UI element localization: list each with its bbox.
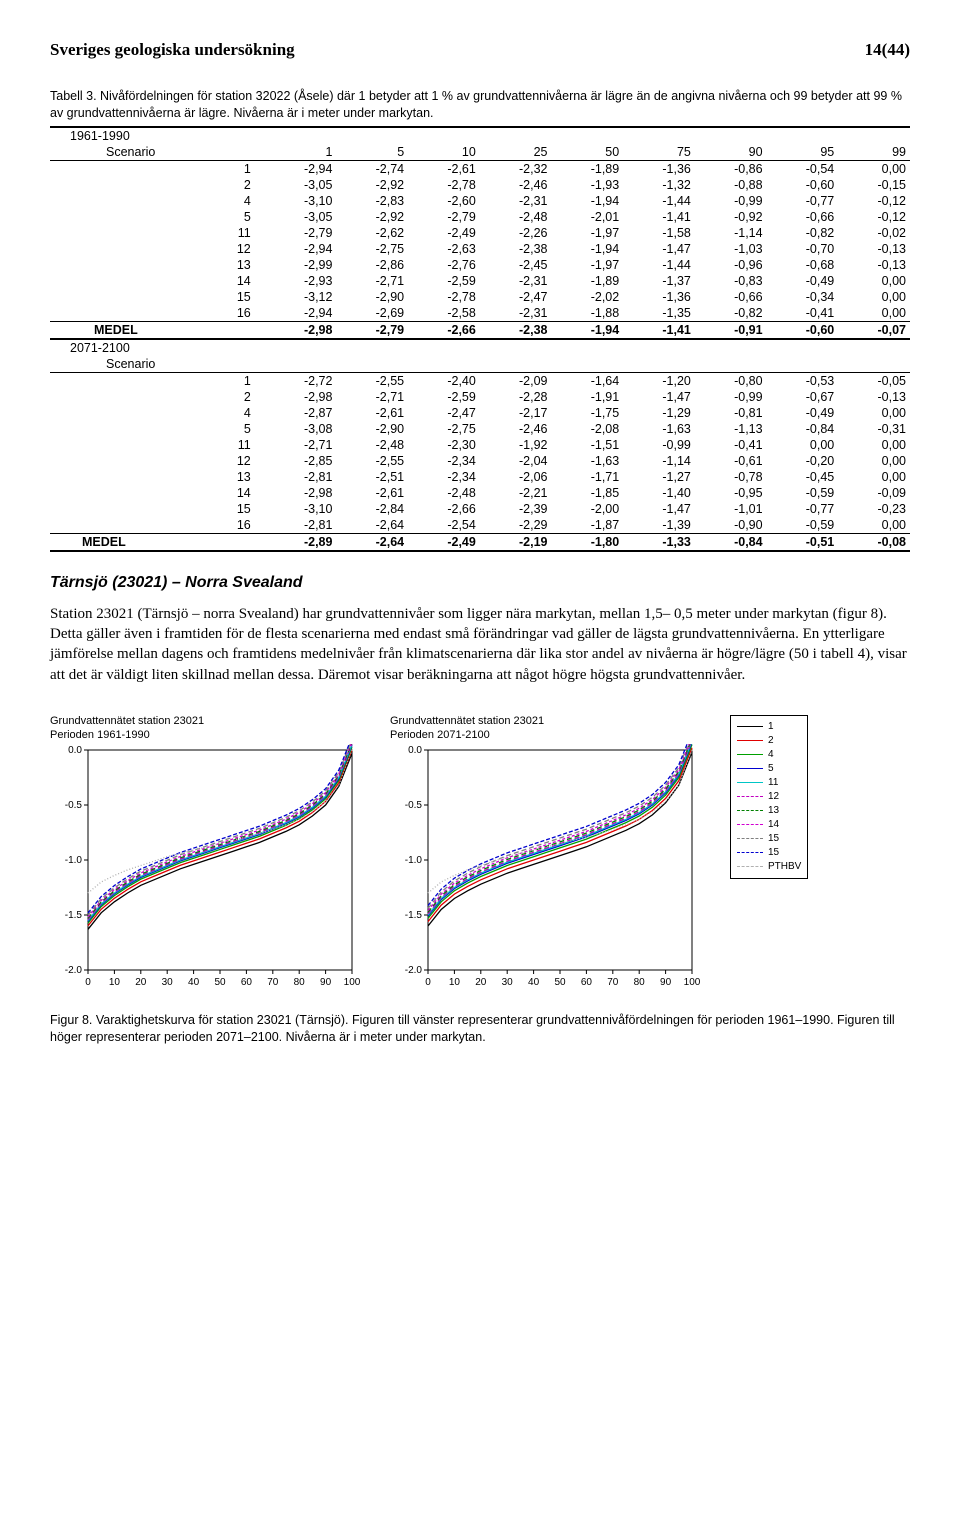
col-header: 90	[695, 144, 767, 161]
svg-text:60: 60	[581, 977, 593, 988]
svg-text:80: 80	[634, 977, 646, 988]
svg-text:40: 40	[188, 977, 200, 988]
table-row: 13-2,99-2,86-2,76-2,45-1,97-1,44-0,96-0,…	[50, 257, 910, 273]
medel-label-2: MEDEL	[50, 534, 265, 551]
svg-text:80: 80	[294, 977, 306, 988]
svg-text:-2.0: -2.0	[65, 965, 83, 976]
legend-item: 5	[737, 762, 801, 776]
chart-left: Grundvattennätet station 23021 Perioden …	[50, 715, 360, 995]
col-header: 99	[838, 144, 910, 161]
svg-text:-0.5: -0.5	[405, 800, 423, 811]
svg-text:30: 30	[162, 977, 174, 988]
svg-text:20: 20	[475, 977, 487, 988]
data-table: 1961-1990 Scenario 1510255075909599 1-2,…	[50, 126, 910, 552]
chart-left-title-1: Grundvattennätet station 23021	[50, 715, 204, 727]
svg-text:0: 0	[85, 977, 91, 988]
legend-item: 4	[737, 748, 801, 762]
chart-left-svg: 0.0 -0.5 -1.0 -1.5 -2.00 10 20 30 40 50 60 70 80 90 10…	[50, 744, 360, 994]
chart-legend: 1245111213141515PTHBV	[730, 715, 808, 879]
table-row: 14-2,93-2,71-2,59-2,31-1,89-1,37-0,83-0,…	[50, 273, 910, 289]
legend-item: PTHBV	[737, 860, 801, 874]
table-row: 2-3,05-2,92-2,78-2,46-1,93-1,32-0,88-0,6…	[50, 177, 910, 193]
col-header: 75	[623, 144, 695, 161]
legend-item: 12	[737, 790, 801, 804]
col-header: 5	[336, 144, 408, 161]
svg-text:70: 70	[607, 977, 619, 988]
svg-text:40: 40	[528, 977, 540, 988]
medel-label: MEDEL	[50, 322, 265, 339]
legend-item: 11	[737, 776, 801, 790]
svg-text:100: 100	[344, 977, 360, 988]
table-row: 13-2,81-2,51-2,34-2,06-1,71-1,27-0,78-0,…	[50, 469, 910, 485]
svg-text:50: 50	[214, 977, 226, 988]
table-row: 15-3,12-2,90-2,78-2,47-2,02-1,36-0,66-0,…	[50, 289, 910, 305]
legend-item: 14	[737, 818, 801, 832]
legend-item: 13	[737, 804, 801, 818]
table-row: 16-2,81-2,64-2,54-2,29-1,87-1,39-0,90-0,…	[50, 517, 910, 534]
svg-text:50: 50	[554, 977, 566, 988]
svg-text:-0.5: -0.5	[65, 800, 83, 811]
table-row: 16-2,94-2,69-2,58-2,31-1,88-1,35-0,82-0,…	[50, 305, 910, 322]
chart-right-title-1: Grundvattennätet station 23021	[390, 715, 544, 727]
chart-left-title-2: Perioden 1961-1990	[50, 729, 150, 741]
svg-text:-1.0: -1.0	[65, 855, 83, 866]
svg-text:20: 20	[135, 977, 147, 988]
legend-item: 15	[737, 846, 801, 860]
block1-label: 1961-1990	[50, 128, 910, 144]
body-paragraph: Station 23021 (Tärnsjö – norra Svealand)…	[50, 604, 910, 685]
scenario-label: Scenario	[50, 144, 265, 161]
svg-text:-2.0: -2.0	[405, 965, 423, 976]
page-header: Sveriges geologiska undersökning 14(44)	[50, 40, 910, 60]
svg-text:0.0: 0.0	[68, 745, 82, 756]
svg-text:-1.5: -1.5	[65, 910, 83, 921]
table-row: 1-2,72-2,55-2,40-2,09-1,64-1,20-0,80-0,5…	[50, 373, 910, 389]
charts-container: Grundvattennätet station 23021 Perioden …	[50, 715, 910, 995]
col-header: 50	[552, 144, 624, 161]
chart-right-title-2: Perioden 2071-2100	[390, 729, 490, 741]
svg-text:0: 0	[425, 977, 431, 988]
table-row: 5-3,08-2,90-2,75-2,46-2,08-1,63-1,13-0,8…	[50, 421, 910, 437]
legend-item: 2	[737, 734, 801, 748]
table-row: 11-2,79-2,62-2,49-2,26-1,97-1,58-1,14-0,…	[50, 225, 910, 241]
doc-title: Sveriges geologiska undersökning	[50, 40, 295, 60]
page-number: 14(44)	[865, 40, 910, 60]
scenario-label-2: Scenario	[50, 356, 910, 373]
table-row: 14-2,98-2,61-2,48-2,21-1,85-1,40-0,95-0,…	[50, 485, 910, 501]
section-heading: Tärnsjö (23021) – Norra Svealand	[50, 574, 910, 592]
chart-right-svg: 0.0 -0.5 -1.0 -1.5 -2.00 10 20 30 40 50 60 70 80 90 10…	[390, 744, 700, 994]
svg-text:90: 90	[660, 977, 672, 988]
svg-text:10: 10	[109, 977, 121, 988]
legend-item: 1	[737, 720, 801, 734]
figure-caption: Figur 8. Varaktighetskurva för station 2…	[50, 1012, 910, 1046]
table-row: 15-3,10-2,84-2,66-2,39-2,00-1,47-1,01-0,…	[50, 501, 910, 517]
table-row: 1-2,94-2,74-2,61-2,32-1,89-1,36-0,86-0,5…	[50, 161, 910, 177]
svg-text:-1.0: -1.0	[405, 855, 423, 866]
table-row: 11-2,71-2,48-2,30-1,92-1,51-0,99-0,410,0…	[50, 437, 910, 453]
svg-text:70: 70	[267, 977, 279, 988]
table-row: 12-2,94-2,75-2,63-2,38-1,94-1,47-1,03-0,…	[50, 241, 910, 257]
col-header: 25	[480, 144, 552, 161]
table-row: 4-2,87-2,61-2,47-2,17-1,75-1,29-0,81-0,4…	[50, 405, 910, 421]
svg-text:-1.5: -1.5	[405, 910, 423, 921]
col-header: 1	[265, 144, 337, 161]
svg-text:60: 60	[241, 977, 253, 988]
svg-text:90: 90	[320, 977, 332, 988]
col-header: 10	[408, 144, 480, 161]
legend-item: 15	[737, 832, 801, 846]
col-header: 95	[767, 144, 839, 161]
svg-text:0.0: 0.0	[408, 745, 422, 756]
svg-text:10: 10	[449, 977, 461, 988]
table-row: 4-3,10-2,83-2,60-2,31-1,94-1,44-0,99-0,7…	[50, 193, 910, 209]
block2-label: 2071-2100	[50, 340, 910, 356]
svg-text:30: 30	[502, 977, 514, 988]
table-row: 5-3,05-2,92-2,79-2,48-2,01-1,41-0,92-0,6…	[50, 209, 910, 225]
table-caption: Tabell 3. Nivåfördelningen för station 3…	[50, 88, 910, 122]
table-row: 2-2,98-2,71-2,59-2,28-1,91-1,47-0,99-0,6…	[50, 389, 910, 405]
svg-text:100: 100	[684, 977, 700, 988]
table-row: 12-2,85-2,55-2,34-2,04-1,63-1,14-0,61-0,…	[50, 453, 910, 469]
chart-right: Grundvattennätet station 23021 Perioden …	[390, 715, 700, 995]
